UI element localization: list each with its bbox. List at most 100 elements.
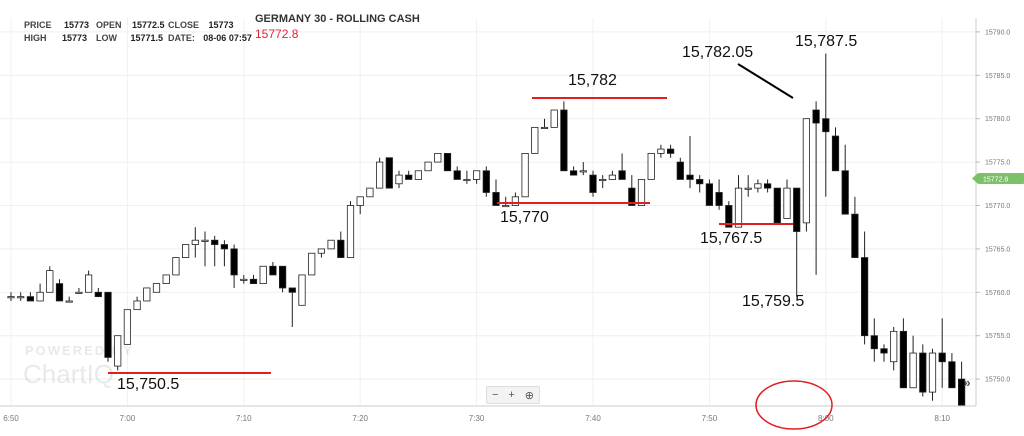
price-value: 15773 (63, 20, 89, 30)
candle-body-up (434, 153, 442, 163)
close-value: 15773 (208, 20, 234, 30)
header-open: OPEN 15772.5 (96, 15, 165, 33)
candle-body-up (85, 274, 93, 293)
candle-body-down (492, 192, 500, 206)
candle (104, 291, 112, 362)
candle-body-up (191, 239, 199, 245)
header-close: CLOSE 15773 (168, 15, 234, 33)
chart-axes (0, 18, 977, 407)
candle (240, 274, 248, 284)
zoom-out-button[interactable]: − (491, 389, 499, 401)
candle (812, 101, 820, 275)
candle (928, 348, 937, 401)
candle-body-down (453, 170, 461, 180)
scroll-to-latest-button[interactable]: » (963, 375, 971, 390)
candle-body-up (162, 274, 170, 285)
current-price-tag-label: 15772.8 (983, 177, 1008, 184)
candle (317, 248, 326, 258)
annotation-15782-05: 15,782.05 (682, 44, 753, 61)
date-value: 08-06 07:57 (203, 33, 252, 43)
annotation-15770: 15,770 (500, 209, 549, 226)
candle (637, 179, 646, 206)
annotation-15759-5: 15,759.5 (742, 293, 804, 310)
candle (773, 187, 781, 224)
candle-body-up (928, 352, 937, 393)
candle-body-up (356, 196, 364, 206)
candle-body-up (395, 174, 403, 185)
candle (17, 292, 25, 301)
candle-body-down (831, 135, 840, 172)
candle (443, 153, 452, 172)
candle (143, 287, 151, 302)
candle (550, 109, 558, 128)
candle (424, 161, 432, 172)
candle-body-up (734, 187, 743, 228)
x-tick-label: 8:10 (934, 414, 950, 423)
y-tick-label: 15775.0 (985, 160, 1010, 167)
candle-body-up (744, 187, 752, 190)
candle-body-up (754, 183, 762, 189)
zoom-reset-icon[interactable]: ⊕ (524, 389, 535, 402)
candle (36, 283, 44, 302)
candle-body-up (123, 309, 131, 345)
candle (560, 101, 568, 172)
candle (298, 274, 306, 306)
candle (618, 153, 626, 180)
candle (434, 153, 442, 163)
candle-body-down (958, 378, 966, 406)
low-label: LOW (96, 33, 117, 43)
candle-body-down (220, 244, 228, 250)
candle-body-down (230, 248, 238, 276)
candle (958, 361, 966, 406)
candle (657, 144, 665, 158)
zoom-in-button[interactable]: + (508, 389, 515, 401)
candle-body-up (366, 187, 374, 198)
candle-body-up (152, 283, 161, 293)
candle (715, 179, 723, 210)
candle (540, 118, 549, 129)
candle-body-down (696, 179, 704, 185)
candle (366, 187, 374, 198)
candle (628, 175, 636, 206)
candle-body-up (375, 161, 384, 189)
candle-body-down (278, 265, 287, 289)
candle (230, 244, 238, 288)
candle (870, 318, 878, 362)
candle-body-up (346, 205, 355, 258)
candle-body-down (841, 170, 849, 215)
candle (570, 166, 578, 176)
candle (308, 252, 316, 276)
candle (492, 179, 500, 206)
candle-body-up (327, 239, 335, 250)
candle (511, 192, 520, 206)
candle-body-up (463, 179, 471, 182)
watermark-line2: ChartIQ (23, 359, 114, 389)
candle-body-down (443, 153, 452, 172)
candle-body-up (317, 248, 326, 254)
candle (783, 179, 791, 219)
candle-body-up (308, 252, 316, 276)
y-tick-label: 15785.0 (985, 73, 1010, 80)
candle-body-down (55, 283, 64, 302)
chart-grid (0, 18, 976, 406)
candle (802, 118, 811, 232)
candle-body-up (802, 118, 811, 224)
candle (375, 157, 384, 189)
candle (676, 157, 684, 180)
y-tick-label: 15750.0 (985, 377, 1010, 384)
candle (686, 136, 694, 189)
price-label: PRICE (24, 20, 52, 30)
candle (531, 126, 539, 154)
candle (608, 170, 617, 180)
candle (647, 153, 655, 180)
candle-body-down (899, 330, 908, 389)
header-low: LOW 15771.5 (96, 28, 163, 46)
y-tick-label: 15780.0 (985, 116, 1010, 123)
annotation-15750-5: 15,750.5 (117, 376, 179, 393)
instrument-current-price: 15772.8 (255, 27, 299, 41)
candle-body-up (172, 257, 180, 276)
candle-body-up (599, 179, 607, 182)
candle-body-down (269, 265, 277, 276)
annotation-15787-5: 15,787.5 (795, 33, 857, 50)
candle-body-up (181, 244, 190, 258)
